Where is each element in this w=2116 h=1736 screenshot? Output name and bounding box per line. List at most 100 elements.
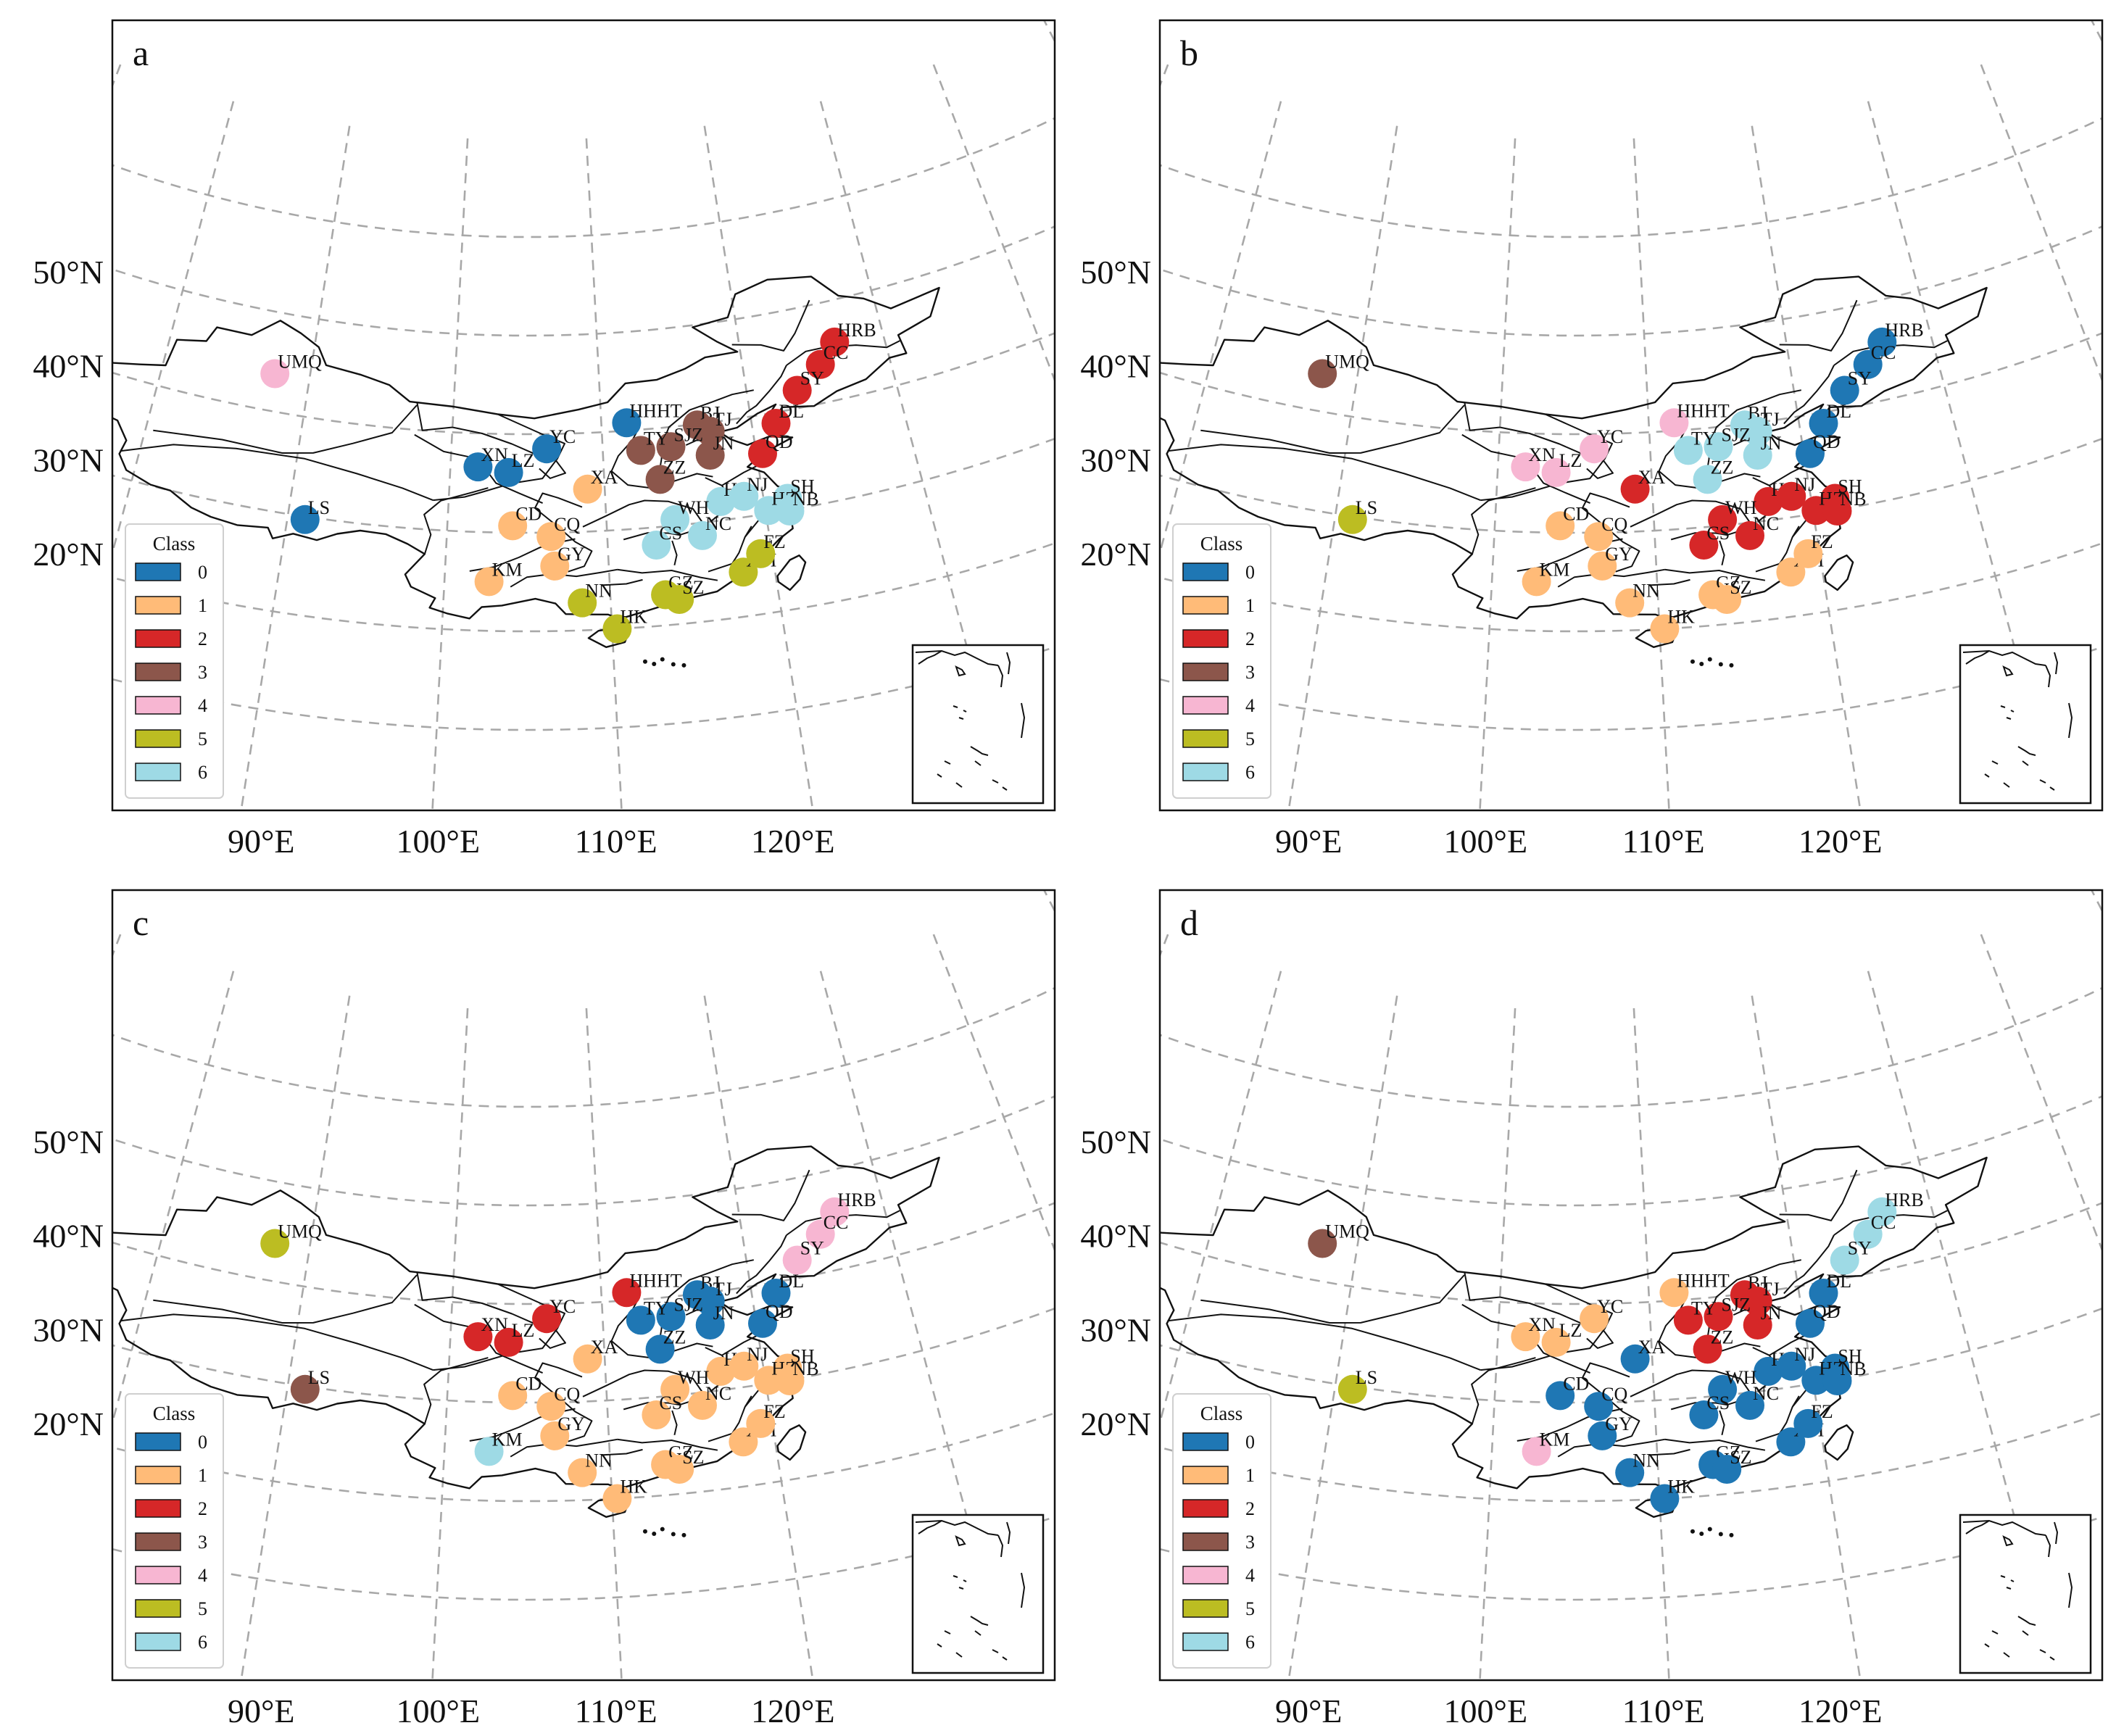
station-marker-qd[interactable] bbox=[1796, 1308, 1825, 1338]
station-marker-jn[interactable] bbox=[695, 1311, 725, 1340]
station-marker-cd[interactable] bbox=[1545, 1381, 1575, 1411]
station-marker-hz[interactable] bbox=[1801, 1366, 1831, 1395]
station-marker-fz[interactable] bbox=[746, 1408, 776, 1438]
station-marker-cd[interactable] bbox=[1545, 511, 1575, 541]
station-marker-nj[interactable] bbox=[729, 481, 759, 511]
station-marker-fz[interactable] bbox=[1793, 1408, 1823, 1438]
station-marker-zz[interactable] bbox=[645, 1334, 675, 1364]
station-marker-nc[interactable] bbox=[688, 520, 717, 550]
station-marker-ls[interactable] bbox=[1337, 504, 1367, 534]
station-marker-umq[interactable] bbox=[1308, 359, 1337, 389]
station-marker-cc[interactable] bbox=[1853, 1219, 1883, 1249]
station-marker-nj[interactable] bbox=[1777, 481, 1806, 511]
station-marker-hk[interactable] bbox=[1650, 614, 1680, 644]
station-marker-sjz[interactable] bbox=[656, 1302, 686, 1332]
station-marker-fz[interactable] bbox=[1793, 539, 1823, 568]
station-marker-cs[interactable] bbox=[642, 531, 671, 560]
station-marker-xm[interactable] bbox=[729, 1427, 758, 1457]
station-marker-ty[interactable] bbox=[626, 436, 655, 465]
station-marker-qd[interactable] bbox=[748, 1308, 777, 1338]
station-marker-sy[interactable] bbox=[782, 1245, 812, 1275]
station-marker-xn[interactable] bbox=[463, 1322, 493, 1352]
station-marker-xm[interactable] bbox=[729, 557, 758, 587]
station-marker-hrb[interactable] bbox=[1867, 1197, 1897, 1226]
station-marker-ty[interactable] bbox=[1673, 436, 1703, 465]
station-marker-wh[interactable] bbox=[1708, 1374, 1738, 1404]
station-marker-hz[interactable] bbox=[754, 1366, 784, 1395]
station-marker-cs[interactable] bbox=[642, 1400, 671, 1429]
station-marker-km[interactable] bbox=[474, 567, 504, 597]
station-marker-lz[interactable] bbox=[494, 1327, 523, 1357]
station-marker-ls[interactable] bbox=[1337, 1374, 1367, 1404]
station-marker-nb[interactable] bbox=[1822, 1366, 1852, 1395]
station-marker-sy[interactable] bbox=[1830, 1245, 1859, 1275]
station-marker-tj[interactable] bbox=[695, 417, 725, 447]
station-marker-hrb[interactable] bbox=[1867, 327, 1897, 357]
station-marker-xa[interactable] bbox=[573, 474, 602, 504]
station-marker-nc[interactable] bbox=[1735, 1390, 1764, 1420]
station-marker-yc[interactable] bbox=[1580, 1304, 1609, 1334]
station-marker-nc[interactable] bbox=[688, 1390, 717, 1420]
station-marker-xa[interactable] bbox=[1620, 474, 1650, 504]
station-marker-ls[interactable] bbox=[290, 1374, 320, 1404]
station-marker-tj[interactable] bbox=[1743, 1287, 1772, 1316]
station-marker-sjz[interactable] bbox=[1704, 432, 1733, 462]
station-marker-sjz[interactable] bbox=[1704, 1302, 1733, 1332]
station-marker-cc[interactable] bbox=[805, 1219, 835, 1249]
station-marker-yc[interactable] bbox=[532, 1304, 562, 1334]
station-marker-jn[interactable] bbox=[1743, 441, 1772, 470]
station-marker-zz[interactable] bbox=[1693, 465, 1722, 494]
station-marker-yc[interactable] bbox=[1580, 434, 1609, 464]
station-marker-xa[interactable] bbox=[573, 1344, 602, 1374]
station-marker-nb[interactable] bbox=[775, 497, 805, 526]
station-marker-wh[interactable] bbox=[660, 504, 690, 534]
station-marker-cq[interactable] bbox=[536, 1392, 566, 1421]
station-marker-nb[interactable] bbox=[1822, 497, 1852, 526]
station-marker-lz[interactable] bbox=[494, 457, 523, 487]
station-marker-cq[interactable] bbox=[1584, 522, 1614, 552]
station-marker-lz[interactable] bbox=[1541, 1327, 1571, 1357]
station-marker-sz[interactable] bbox=[1712, 585, 1742, 614]
station-marker-zz[interactable] bbox=[1693, 1334, 1722, 1364]
station-marker-gy[interactable] bbox=[1588, 551, 1617, 581]
station-marker-hhht[interactable] bbox=[612, 1278, 642, 1308]
station-marker-hf[interactable] bbox=[1754, 486, 1783, 516]
station-marker-cc[interactable] bbox=[1853, 349, 1883, 379]
station-marker-hk[interactable] bbox=[602, 1484, 632, 1513]
station-marker-nn[interactable] bbox=[1615, 588, 1645, 618]
station-marker-cq[interactable] bbox=[1584, 1392, 1614, 1421]
station-marker-nj[interactable] bbox=[1777, 1351, 1806, 1381]
station-marker-dl[interactable] bbox=[1809, 1279, 1838, 1308]
station-marker-cc[interactable] bbox=[805, 349, 835, 379]
station-marker-ty[interactable] bbox=[626, 1305, 655, 1335]
station-marker-fz[interactable] bbox=[746, 539, 776, 568]
station-marker-hrb[interactable] bbox=[820, 327, 850, 357]
station-marker-umq[interactable] bbox=[260, 359, 290, 389]
station-marker-km[interactable] bbox=[1522, 567, 1551, 597]
station-marker-dl[interactable] bbox=[1809, 409, 1838, 438]
station-marker-nn[interactable] bbox=[568, 1458, 597, 1487]
station-marker-gy[interactable] bbox=[540, 1421, 570, 1450]
station-marker-xn[interactable] bbox=[463, 452, 493, 482]
station-marker-km[interactable] bbox=[1522, 1437, 1551, 1466]
station-marker-sz[interactable] bbox=[1712, 1455, 1742, 1484]
station-marker-hhht[interactable] bbox=[1659, 1278, 1689, 1308]
station-marker-dl[interactable] bbox=[761, 1279, 791, 1308]
station-marker-jn[interactable] bbox=[1743, 1311, 1772, 1340]
station-marker-cq[interactable] bbox=[536, 522, 566, 552]
station-marker-xn[interactable] bbox=[1511, 452, 1540, 482]
station-marker-cs[interactable] bbox=[1689, 531, 1719, 560]
station-marker-sz[interactable] bbox=[665, 585, 694, 614]
station-marker-umq[interactable] bbox=[260, 1229, 290, 1258]
station-marker-tj[interactable] bbox=[695, 1287, 725, 1316]
station-marker-hk[interactable] bbox=[602, 614, 632, 644]
station-marker-cd[interactable] bbox=[498, 1381, 528, 1411]
station-marker-cs[interactable] bbox=[1689, 1400, 1719, 1429]
station-marker-nc[interactable] bbox=[1735, 520, 1764, 550]
station-marker-yc[interactable] bbox=[532, 434, 562, 464]
station-marker-hrb[interactable] bbox=[820, 1197, 850, 1226]
station-marker-lz[interactable] bbox=[1541, 457, 1571, 487]
station-marker-tj[interactable] bbox=[1743, 417, 1772, 447]
station-marker-cd[interactable] bbox=[498, 511, 528, 541]
station-marker-hf[interactable] bbox=[706, 486, 736, 516]
